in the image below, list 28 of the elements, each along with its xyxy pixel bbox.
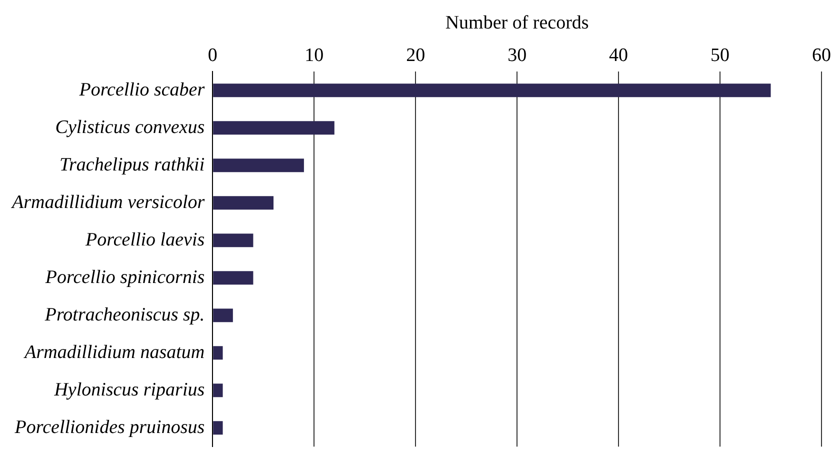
bar	[213, 384, 223, 398]
bar	[213, 158, 304, 172]
y-tick-label: Trachelipus rathkii	[59, 154, 205, 176]
x-tick-label: 60	[812, 45, 831, 66]
x-tick-label: 0	[208, 45, 218, 66]
x-tick-label: 30	[508, 45, 527, 66]
bar	[213, 196, 274, 210]
y-tick-label: Porcellio spinicornis	[44, 266, 205, 288]
x-tick-label: 20	[406, 45, 426, 66]
bar	[213, 234, 254, 248]
bar	[213, 421, 223, 435]
bar	[213, 84, 771, 98]
y-tick-label: Porcellio laevis	[84, 229, 205, 250]
bar	[213, 346, 223, 360]
y-tick-label: Armadillidium versicolor	[10, 192, 206, 213]
x-axis-title: Number of records	[445, 12, 589, 34]
x-tick-label: 40	[609, 45, 628, 66]
bar	[213, 308, 233, 322]
y-tick-label: Porcellionides pruinosus	[14, 416, 205, 438]
y-tick-label: Armadillidium nasatum	[22, 342, 205, 363]
y-tick-label: Hyloniscus riparius	[53, 379, 205, 400]
y-tick-label: Cylisticus convexus	[55, 116, 205, 138]
y-tick-label: Protracheoniscus sp.	[44, 304, 205, 326]
bar	[213, 271, 254, 285]
x-tick-label: 50	[710, 45, 730, 66]
x-tick-label: 10	[304, 45, 324, 66]
bar	[213, 121, 334, 135]
y-tick-label: Porcellio scaber	[78, 79, 206, 100]
